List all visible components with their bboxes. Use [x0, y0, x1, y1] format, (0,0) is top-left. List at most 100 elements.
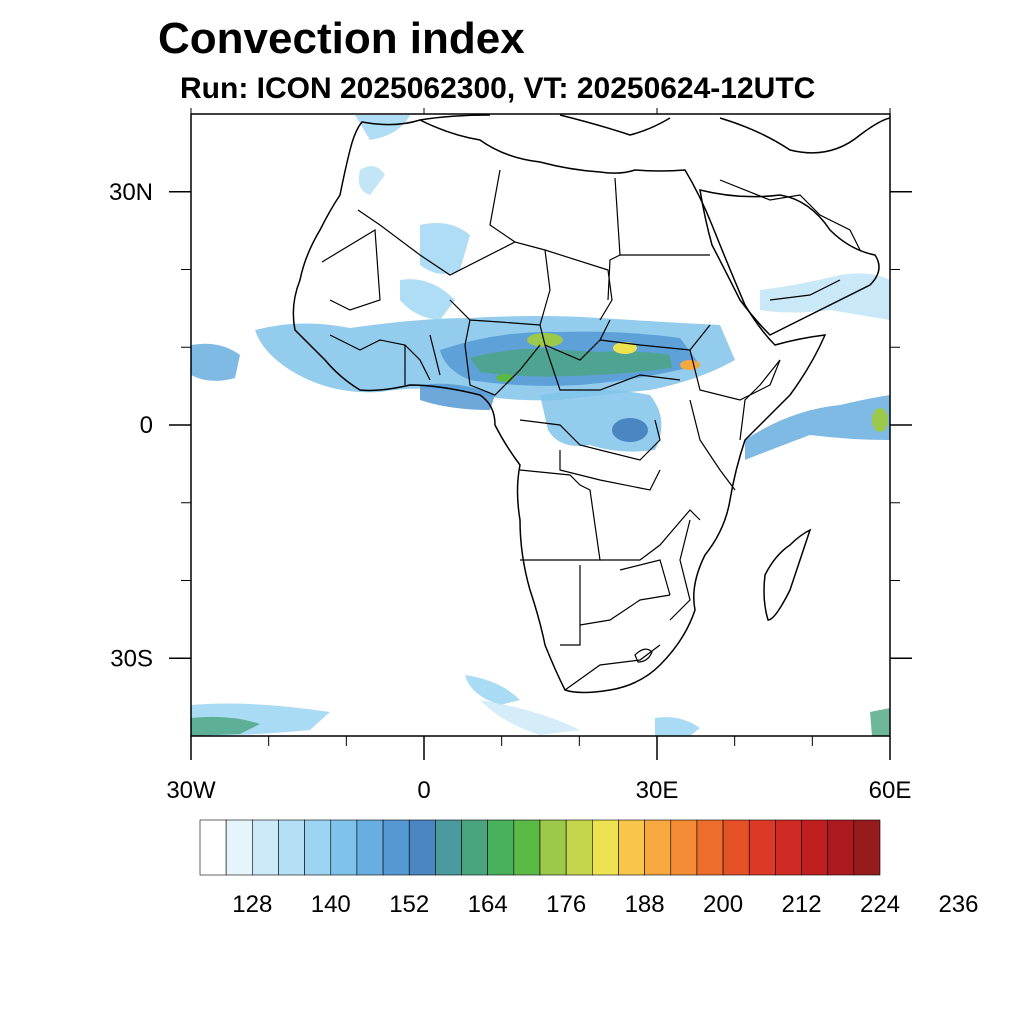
border-mali	[321, 228, 381, 311]
axis-ticks: 30W 0 30E 60E 30N 0 30S	[109, 108, 912, 804]
field-hotspot-1	[527, 333, 563, 347]
border-botswana	[579, 594, 671, 626]
colorbar-swatch	[775, 819, 802, 876]
border-somalia	[739, 359, 781, 441]
colorbar-label: 236	[938, 891, 978, 918]
colorbar-swatch	[670, 819, 698, 876]
colorbar-swatch	[722, 819, 750, 876]
border-kenya-tanzania	[689, 399, 736, 491]
lesotho	[634, 648, 653, 663]
border-algeria-libya	[489, 169, 516, 243]
colorbar-label: 140	[311, 891, 351, 918]
field-congo	[540, 390, 662, 452]
field-guinea	[420, 383, 495, 410]
colorbar-swatch	[408, 819, 436, 876]
colorbar-swatch	[748, 819, 776, 876]
border-sahara-west	[357, 209, 613, 321]
colorbar-swatch	[696, 819, 724, 876]
colorbar-label: 164	[468, 891, 508, 918]
convection-field	[191, 115, 890, 736]
border-nigeria	[464, 319, 541, 396]
colorbar-swatch	[853, 819, 881, 876]
border-south-africa	[564, 644, 661, 691]
colorbar-swatch	[644, 819, 672, 876]
border-saudi	[719, 179, 861, 251]
colorbar-swatch	[435, 819, 462, 876]
field-southern-east	[870, 708, 890, 736]
colorbar-swatch	[801, 819, 828, 876]
border-west-small	[329, 334, 431, 381]
border-sudan-south	[599, 324, 711, 351]
border-zimbabwe	[619, 559, 671, 596]
x-tick-label: 30W	[166, 777, 216, 804]
colorbar-swatch	[487, 819, 515, 876]
colorbar-label: 224	[860, 891, 900, 918]
field-west-coast	[191, 343, 240, 381]
border-drc-south	[559, 450, 661, 491]
country-borders	[321, 169, 861, 691]
colorbar-label: 128	[232, 891, 272, 918]
colorbar-label: 212	[782, 891, 822, 918]
y-tick-label: 30N	[109, 179, 153, 206]
border-angola	[519, 469, 601, 561]
arabia-coastline	[699, 188, 880, 336]
colorbar-swatch	[356, 819, 384, 876]
colorbar-swatch	[618, 819, 645, 876]
border-libya-egypt	[614, 177, 710, 256]
border-mozambique	[669, 519, 691, 621]
colorbar-swatch	[278, 819, 305, 876]
field-southern-mid	[465, 675, 520, 705]
field-morocco	[358, 166, 385, 195]
colorbar-swatch	[513, 819, 541, 876]
colorbar-swatch	[304, 819, 332, 876]
colorbar-swatch	[382, 819, 410, 876]
field-sahara	[420, 222, 470, 274]
x-tick-label: 0	[417, 777, 430, 804]
colorbar-label: 176	[546, 891, 586, 918]
field-sahara-2	[400, 279, 455, 320]
europe-coastline	[419, 114, 890, 154]
colorbar-swatch	[252, 819, 279, 876]
map-subtitle: Run: ICON 2025062300, VT: 20250624-12UTC	[180, 72, 816, 105]
field-southern-se	[655, 717, 700, 736]
coastlines	[292, 114, 890, 694]
field-hotspot-3	[680, 360, 700, 370]
field-north	[355, 115, 410, 140]
border-niger-nigeria	[449, 299, 541, 326]
border-namibia	[560, 565, 581, 646]
colorbar-swatch	[461, 819, 488, 876]
colorbar-swatch	[330, 819, 358, 876]
colorbar-swatch	[592, 819, 619, 876]
colorbar-swatch	[565, 819, 593, 876]
border-ethiopia	[689, 349, 781, 401]
y-tick-label: 30S	[110, 645, 153, 672]
field-indian-hotspot	[872, 408, 888, 432]
colorbar-swatch	[827, 819, 855, 876]
field-arabia	[760, 273, 890, 320]
x-tick-label: 60E	[869, 777, 912, 804]
map-title: Convection index	[158, 14, 525, 63]
colorbar-label: 200	[703, 891, 743, 918]
y-tick-label: 0	[140, 412, 153, 439]
colorbar: 128 140 152 164 176 188 200 212 224 236	[199, 819, 978, 918]
madagascar-coastline	[763, 528, 812, 621]
border-yemen	[769, 279, 841, 301]
field-congo-core	[612, 418, 648, 442]
field-indian-ocean	[745, 395, 890, 460]
colorbar-swatch	[199, 819, 227, 876]
africa-coastline	[292, 119, 827, 694]
border-zambia	[600, 509, 701, 561]
border-ghana	[404, 334, 441, 385]
x-tick-label: 30E	[636, 777, 679, 804]
field-southern-mid2	[480, 700, 580, 735]
field-southern-sw-core	[191, 716, 260, 736]
border-car	[544, 344, 681, 391]
colorbar-label: 152	[389, 891, 429, 918]
border-egypt-sudan	[607, 254, 621, 301]
colorbar-swatch	[225, 819, 253, 876]
colorbar-label: 188	[625, 891, 665, 918]
colorbar-swatch	[539, 819, 567, 876]
field-hotspot-2	[613, 342, 637, 354]
border-congo	[519, 419, 661, 461]
